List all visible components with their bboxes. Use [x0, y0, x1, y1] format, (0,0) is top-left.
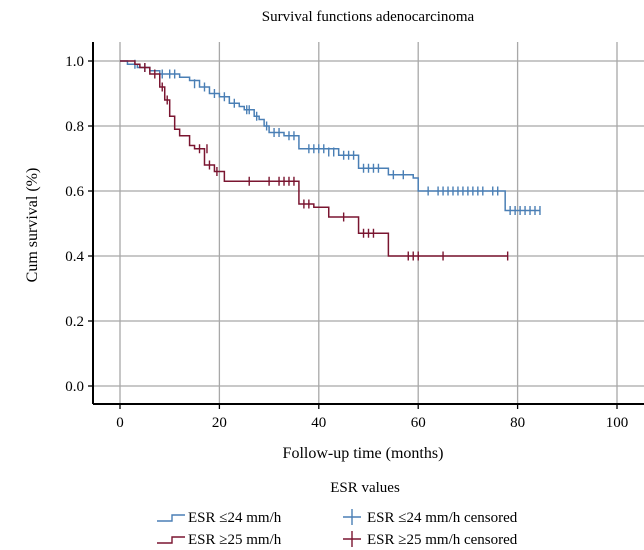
legend-swatch-esr-high-censored [343, 531, 361, 547]
y-tick-label-2: 0.4 [65, 249, 84, 265]
x-axis-label: Follow-up time (months) [283, 445, 444, 462]
axes-layer [92, 42, 644, 405]
y-tick-label-3: 0.6 [65, 184, 84, 200]
legend-swatch-esr-low [157, 514, 185, 522]
legend: ESR ≤24 mm/h ESR ≤24 mm/h censored ESR ≥… [157, 509, 518, 548]
legend-label-esr-high: ESR ≥25 mm/h [188, 532, 282, 548]
legend-label-esr-low: ESR ≤24 mm/h [188, 510, 282, 526]
legend-item-esr-high-censored: ESR ≥25 mm/h censored [343, 531, 518, 548]
legend-item-esr-low-censored: ESR ≤24 mm/h censored [343, 509, 518, 526]
y-tick-label-4: 0.8 [65, 119, 84, 135]
series-1 [120, 60, 509, 261]
y-tick-label-1: 0.2 [65, 314, 84, 330]
chart-title: Survival functions adenocarcinoma [262, 9, 475, 25]
series-1-step-line [120, 60, 508, 257]
x-tick-label-5: 100 [606, 415, 629, 431]
legend-item-esr-low: ESR ≤24 mm/h [157, 510, 282, 526]
x-tick-label-3: 60 [411, 415, 426, 431]
x-tick-label-2: 40 [311, 415, 326, 431]
legend-title: ESR values [330, 480, 400, 496]
series-0 [120, 59, 541, 215]
legend-item-esr-high: ESR ≥25 mm/h [157, 532, 282, 548]
legend-swatch-esr-low-censored [343, 509, 361, 525]
legend-swatch-esr-high [157, 536, 185, 544]
x-tick-label-0: 0 [116, 415, 124, 431]
x-tick-label-1: 20 [212, 415, 227, 431]
y-tick-label-0: 0.0 [65, 379, 84, 395]
legend-label-esr-high-censored: ESR ≥25 mm/h censored [367, 532, 518, 548]
y-tick-label-5: 1.0 [65, 54, 84, 70]
series-layer [120, 59, 541, 261]
legend-label-esr-low-censored: ESR ≤24 mm/h censored [367, 510, 518, 526]
grid-layer [93, 42, 644, 404]
x-tick-label-4: 80 [510, 415, 525, 431]
y-axis-label: Cum survival (%) [24, 168, 41, 283]
ticks-layer: 0 20 40 60 80 100 0.0 0.2 0.4 0.6 0.8 1.0 [65, 54, 628, 431]
